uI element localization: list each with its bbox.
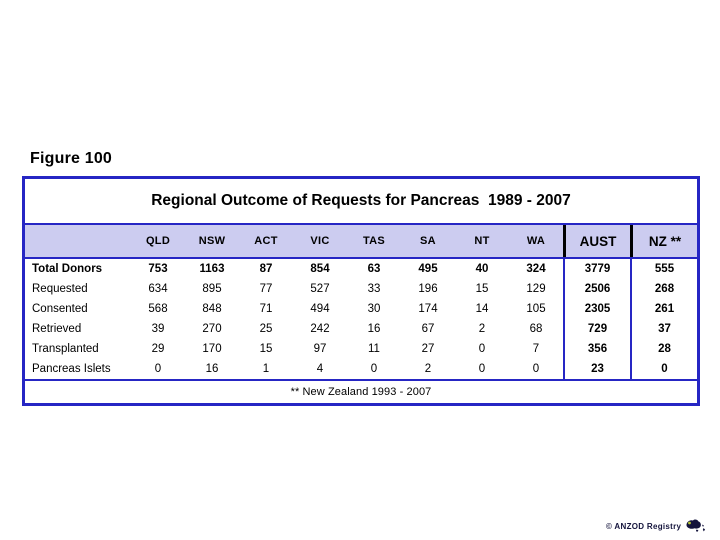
value-cell: 25 — [259, 323, 273, 335]
registry-credit: © ANZOD Registry — [606, 518, 706, 534]
value-cell-nz: 37 — [630, 319, 697, 339]
header-cell-nt: NT — [474, 235, 490, 247]
value-cell: 324 — [526, 263, 546, 275]
value-cell: 39 — [151, 323, 165, 335]
value-cell: 0 — [370, 363, 378, 375]
value-cell: 30 — [367, 303, 381, 315]
value-cell: 270 — [202, 323, 222, 335]
value-cell: 753 — [148, 263, 168, 275]
row-label: Retrieved — [32, 323, 82, 335]
value-cell: 568 — [148, 303, 168, 315]
row-label: Consented — [32, 303, 88, 315]
value-cell: 15 — [259, 343, 273, 355]
value-cell: 77 — [259, 283, 273, 295]
value-cell-aust: 729 — [563, 319, 630, 339]
value-cell-nz: 261 — [630, 299, 697, 319]
value-cell: 242 — [310, 323, 330, 335]
value-cell: 0 — [532, 363, 540, 375]
table-row-consented: Consented 568 848 71 494 30 174 14 105 2… — [25, 299, 697, 319]
value-cell: 494 — [310, 303, 330, 315]
value-cell: 895 — [202, 283, 222, 295]
header-cell-vic: VIC — [310, 235, 330, 247]
header-cell-sa: SA — [420, 235, 436, 247]
value-cell-aust: 2305 — [563, 299, 630, 319]
value-cell: 2 — [478, 323, 486, 335]
value-cell: 15 — [475, 283, 489, 295]
row-label: Requested — [32, 283, 88, 295]
value-cell: 71 — [259, 303, 273, 315]
credit-text: © ANZOD Registry — [606, 521, 682, 531]
value-cell: 0 — [478, 343, 486, 355]
value-cell: 40 — [475, 263, 489, 275]
australia-nz-map-icon — [684, 518, 706, 534]
table-title: Regional Outcome of Requests for Pancrea… — [25, 179, 697, 225]
table-row-pancreas-islets: Pancreas Islets 0 16 1 4 0 2 0 0 23 0 — [25, 359, 697, 379]
table-row-total-donors: Total Donors 753 1163 87 854 63 495 40 3… — [25, 259, 697, 279]
value-cell: 2 — [424, 363, 432, 375]
value-cell: 105 — [526, 303, 546, 315]
value-cell: 67 — [421, 323, 435, 335]
value-cell: 14 — [475, 303, 489, 315]
value-cell-aust: 3779 — [563, 259, 630, 279]
row-label: Total Donors — [32, 263, 103, 275]
value-cell: 848 — [202, 303, 222, 315]
table-header-row: QLD NSW ACT VIC TAS SA NT WA AUST NZ ** — [25, 225, 697, 259]
row-label: Pancreas Islets — [32, 363, 111, 375]
header-cell-aust: AUST — [563, 225, 630, 257]
value-cell: 527 — [310, 283, 330, 295]
value-cell: 97 — [313, 343, 327, 355]
value-cell: 16 — [367, 323, 381, 335]
value-cell: 854 — [310, 263, 330, 275]
value-cell: 68 — [529, 323, 543, 335]
value-cell: 16 — [205, 363, 219, 375]
table-row-retrieved: Retrieved 39 270 25 242 16 67 2 68 729 3… — [25, 319, 697, 339]
figure-label: Figure 100 — [30, 150, 113, 167]
value-cell: 170 — [202, 343, 222, 355]
value-cell: 11 — [368, 343, 380, 355]
header-cell-nz: NZ ** — [630, 225, 697, 257]
value-cell: 495 — [418, 263, 438, 275]
value-cell: 4 — [316, 363, 324, 375]
value-cell: 63 — [367, 263, 381, 275]
value-cell-nz: 0 — [630, 359, 697, 379]
table-footnote: ** New Zealand 1993 - 2007 — [25, 379, 697, 403]
value-cell: 129 — [526, 283, 546, 295]
value-cell-aust: 2506 — [563, 279, 630, 299]
regional-outcome-table: Regional Outcome of Requests for Pancrea… — [22, 176, 700, 406]
value-cell: 634 — [148, 283, 168, 295]
value-cell-aust: 23 — [563, 359, 630, 379]
header-cell-nsw: NSW — [198, 235, 226, 247]
table-row-requested: Requested 634 895 77 527 33 196 15 129 2… — [25, 279, 697, 299]
header-cell-qld: QLD — [145, 235, 171, 247]
value-cell: 196 — [418, 283, 438, 295]
header-cell-blank — [25, 225, 131, 257]
value-cell: 33 — [367, 283, 381, 295]
header-cell-act: ACT — [254, 235, 278, 247]
value-cell: 1 — [262, 363, 270, 375]
header-cell-tas: TAS — [362, 235, 386, 247]
value-cell-aust: 356 — [563, 339, 630, 359]
value-cell-nz: 555 — [630, 259, 697, 279]
value-cell: 87 — [259, 263, 273, 275]
value-cell: 174 — [418, 303, 438, 315]
value-cell-nz: 268 — [630, 279, 697, 299]
header-cell-wa: WA — [526, 235, 546, 247]
value-cell: 7 — [532, 343, 540, 355]
value-cell-nz: 28 — [630, 339, 697, 359]
table-row-transplanted: Transplanted 29 170 15 97 11 27 0 7 356 … — [25, 339, 697, 359]
value-cell: 1163 — [199, 263, 225, 275]
value-cell: 29 — [151, 343, 165, 355]
row-label: Transplanted — [32, 343, 99, 355]
value-cell: 27 — [421, 343, 435, 355]
value-cell: 0 — [478, 363, 486, 375]
value-cell: 0 — [154, 363, 162, 375]
